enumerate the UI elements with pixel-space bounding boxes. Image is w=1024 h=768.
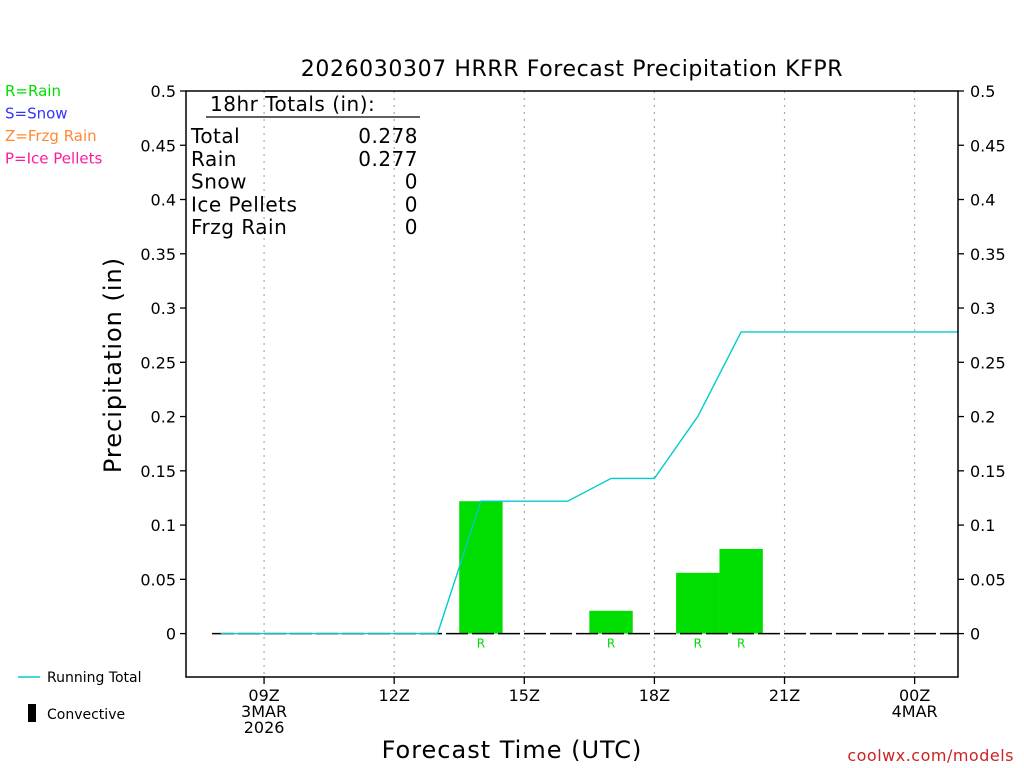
x-tick-label: 15Z xyxy=(509,686,540,705)
y-tick-label: 0.5 xyxy=(151,82,176,101)
y-tick-label: 0.35 xyxy=(140,245,176,264)
bar-type-label: R xyxy=(737,637,745,651)
x-tick-label: 3MAR xyxy=(241,702,287,721)
totals-row-label: Frzg Rain xyxy=(191,215,287,239)
bar xyxy=(719,548,763,634)
totals-row-label: Ice Pellets xyxy=(191,192,297,216)
totals-rows: Total 0.278 Rain 0.277 Snow 0 Ice Pellets 0 Frzg… xyxy=(190,124,418,239)
convective-legend-label: Convective xyxy=(47,707,125,723)
totals-row-value: 0.277 xyxy=(358,147,418,171)
x-axis-label: Forecast Time (UTC) xyxy=(382,736,643,764)
legend-entry: P=Ice Pellets xyxy=(5,150,102,168)
y-tick-label: 0.4 xyxy=(151,191,176,210)
bar-type-label: R xyxy=(477,637,485,651)
y-tick-label: 0.15 xyxy=(140,462,176,481)
y-tick-label-right: 0.1 xyxy=(970,516,995,535)
y-tick-label-right: 0.05 xyxy=(970,570,1006,589)
chart-title: 2026030307 HRRR Forecast Precipitation K… xyxy=(301,57,843,82)
bar xyxy=(589,610,633,634)
convective-swatch xyxy=(28,704,36,722)
legend-entry: Z=Frzg Rain xyxy=(5,127,97,145)
credit-text: coolwx.com/models xyxy=(847,746,1014,765)
y-tick-label: 0 xyxy=(166,625,176,644)
y-tick-label: 0.2 xyxy=(151,408,176,427)
legend-entry: R=Rain xyxy=(5,82,61,100)
precip-type-legend: R=Rain S=Snow Z=Frzg Rain P=Ice Pellets xyxy=(5,82,102,168)
bar-type-label: R xyxy=(607,637,615,651)
y-tick-label: 0.05 xyxy=(140,570,176,589)
x-tick-label: 12Z xyxy=(379,686,410,705)
y-tick-label: 0.3 xyxy=(151,299,176,318)
x-tick-label: 4MAR xyxy=(892,702,938,721)
totals-row-value: 0.278 xyxy=(358,124,418,148)
x-tick-label: 18Z xyxy=(639,686,670,705)
legend-entry: S=Snow xyxy=(5,105,68,123)
totals-box: 18hr Totals (in): Total 0.278 Rain 0.277 Sno… xyxy=(190,92,420,239)
line-legend: Running Total Convective xyxy=(18,670,142,723)
plot-frame xyxy=(185,90,959,678)
bar-series xyxy=(459,501,763,634)
running-total-line xyxy=(220,331,958,635)
x-tick-label: 2026 xyxy=(244,718,285,737)
y-tick-label-right: 0.15 xyxy=(970,462,1006,481)
totals-row-value: 0 xyxy=(405,215,418,239)
totals-row-value: 0 xyxy=(405,192,418,216)
y-axis-right: 0 0.05 0.1 0.15 0.2 0.25 0.3 0.35 0.4 0.45 0.5 xyxy=(958,82,1006,644)
x-tick-label: 09Z xyxy=(248,686,279,705)
grid-lines xyxy=(263,91,916,677)
y-tick-label-right: 0.45 xyxy=(970,136,1006,155)
running-total-legend-label: Running Total xyxy=(47,670,142,686)
y-tick-label-right: 0.2 xyxy=(970,408,995,427)
totals-row-label: Total xyxy=(190,124,240,148)
y-tick-label-right: 0 xyxy=(970,625,980,644)
y-tick-label-right: 0.35 xyxy=(970,245,1006,264)
y-tick-label-right: 0.25 xyxy=(970,353,1006,372)
y-tick-label: 0.1 xyxy=(151,516,176,535)
y-tick-label-right: 0.5 xyxy=(970,82,995,101)
totals-row-label: Rain xyxy=(191,147,237,171)
plot-area: R R R R 0 0.05 0.1 0.15 0.2 0.25 0.3 0.35 0.4 0.45 0.… xyxy=(140,82,1005,737)
y-tick-label-right: 0.3 xyxy=(970,299,995,318)
bar-type-label: R xyxy=(694,637,702,651)
y-tick-label: 0.25 xyxy=(140,353,176,372)
x-tick-label: 21Z xyxy=(769,686,800,705)
y-tick-label: 0.45 xyxy=(140,136,176,155)
bar xyxy=(459,501,503,634)
y-tick-label-right: 0.4 xyxy=(970,191,995,210)
y-axis-label: Precipitation (in) xyxy=(99,257,127,473)
y-axis-left: 0 0.05 0.1 0.15 0.2 0.25 0.3 0.35 0.4 0.45 0.5 xyxy=(140,82,186,644)
totals-row-label: Snow xyxy=(191,170,247,194)
totals-header: 18hr Totals (in): xyxy=(210,92,375,116)
x-tick-label: 00Z xyxy=(899,686,930,705)
bar xyxy=(676,572,720,634)
totals-row-value: 0 xyxy=(405,170,418,194)
